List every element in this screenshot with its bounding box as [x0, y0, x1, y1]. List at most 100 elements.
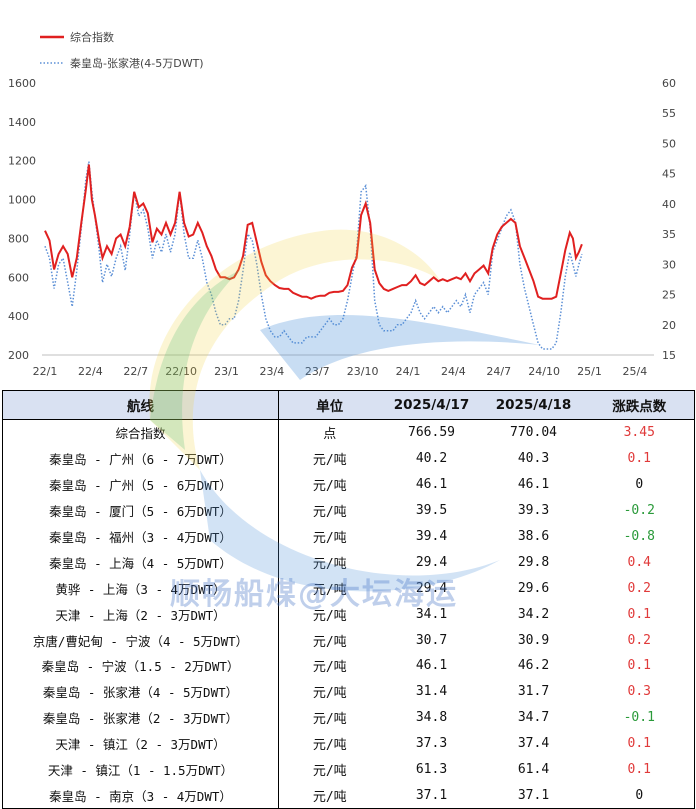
change-cell: 0.1 — [584, 756, 695, 783]
unit-cell: 点 — [323, 427, 337, 443]
x-tick-label: 25/1 — [577, 365, 602, 378]
value-date2-cell: 31.7 — [517, 684, 550, 700]
unit-cell: 元/吨 — [312, 608, 347, 624]
value-date2-cell: 770.04 — [510, 425, 557, 441]
series-line-route — [44, 161, 583, 350]
x-tick-label: 25/4 — [623, 365, 648, 378]
value-date2-cell: 37.1 — [482, 782, 585, 809]
route-cell: 黄骅 - 上海（3 - 4万DWT） — [2, 575, 279, 602]
value-date2-cell: 39.3 — [517, 503, 550, 519]
header-unit: 单位 — [278, 390, 381, 420]
y-tick-left: 600 — [8, 271, 29, 284]
y-tick-right: 55 — [662, 107, 676, 120]
freight-table: 航线 单位 2025/4/17 2025/4/18 涨跌点数 综合指数 点 766.… — [2, 390, 695, 809]
value-date2-cell: 46.2 — [517, 658, 550, 674]
x-tick-label: 24/7 — [486, 365, 511, 378]
x-tick-label: 22/4 — [78, 365, 103, 378]
table-header-row: 航线 单位 2025/4/17 2025/4/18 涨跌点数 — [2, 390, 695, 420]
value-date1-cell: 30.7 — [415, 632, 448, 648]
y-tick-right: 45 — [662, 168, 676, 181]
unit-cell: 元/吨 — [312, 556, 347, 572]
change-cell: 0 — [584, 782, 695, 809]
value-date1-cell: 46.1 — [415, 658, 448, 674]
change-cell: 0.2 — [584, 627, 695, 654]
value-date1-cell: 39.4 — [415, 529, 448, 544]
y-tick-right: 50 — [662, 137, 676, 150]
table-row: 秦皇岛 - 张家港（4 - 5万DWT） 元/吨 31.4 31.7 0.3 — [2, 678, 695, 705]
change-cell: -0.1 — [584, 704, 695, 731]
header-date-1: 2025/4/17 — [380, 390, 483, 420]
header-route: 航线 — [2, 390, 279, 420]
x-tick-label: 22/10 — [165, 365, 197, 378]
value-date1-cell: 766.59 — [408, 425, 455, 441]
route-cell: 天津 - 镇江（2 - 3万DWT） — [2, 730, 279, 757]
unit-cell: 元/吨 — [312, 531, 347, 546]
value-date2-cell: 40.3 — [517, 451, 550, 467]
unit-cell: 元/吨 — [312, 479, 347, 495]
value-date2-cell: 29.8 — [517, 554, 550, 570]
y-axis-left: 200 400 600 800 1000 1200 1400 1600 — [8, 77, 36, 362]
route-cell: 秦皇岛 - 上海（4 - 5万DWT） — [2, 549, 279, 576]
change-cell: 0.2 — [584, 575, 695, 602]
unit-cell: 元/吨 — [312, 582, 347, 598]
change-cell: 0 — [584, 471, 695, 498]
y-tick-right: 20 — [662, 319, 676, 332]
value-date1-cell: 31.4 — [415, 684, 448, 700]
series-group — [44, 161, 583, 350]
route-cell: 秦皇岛 - 广州（6 - 7万DWT） — [2, 445, 279, 472]
y-tick-left: 1400 — [8, 116, 36, 129]
value-date2-cell: 29.6 — [517, 580, 550, 596]
series-line-composite — [44, 164, 583, 300]
route-cell: 秦皇岛 - 宁波（1.5 - 2万DWT） — [2, 653, 279, 679]
value-date2-cell: 34.7 — [517, 710, 550, 726]
route-cell: 秦皇岛 - 厦门（5 - 6万DWT） — [2, 497, 279, 524]
unit-cell: 元/吨 — [312, 660, 347, 676]
change-cell: 0.1 — [584, 730, 695, 757]
y-tick-left: 1600 — [8, 77, 36, 90]
y-tick-left: 800 — [8, 232, 29, 245]
y-tick-right: 60 — [662, 77, 676, 90]
table-row: 天津 - 上海（2 - 3万DWT） 元/吨 34.1 34.2 0.1 — [2, 601, 695, 628]
change-cell: 0.1 — [584, 601, 695, 628]
table-row: 秦皇岛 - 厦门（5 - 6万DWT） 元/吨 39.5 39.3 -0.2 — [2, 497, 695, 524]
header-change: 涨跌点数 — [584, 390, 695, 420]
header-date-2: 2025/4/18 — [482, 390, 585, 420]
change-cell: -0.8 — [584, 523, 695, 550]
unit-cell: 元/吨 — [312, 453, 347, 469]
value-date1-cell: 37.3 — [415, 736, 448, 752]
route-cell: 秦皇岛 - 广州（5 - 6万DWT） — [2, 471, 279, 498]
table-row: 秦皇岛 - 宁波（1.5 - 2万DWT） 元/吨 46.1 46.2 0.1 — [2, 653, 695, 679]
route-cell: 秦皇岛 - 南京（3 - 4万DWT） — [2, 782, 279, 809]
unit-cell: 元/吨 — [312, 634, 347, 650]
table-row: 秦皇岛 - 张家港（2 - 3万DWT） 元/吨 34.8 34.7 -0.1 — [2, 704, 695, 731]
value-date1-cell: 61.3 — [415, 762, 448, 778]
unit-cell: 元/吨 — [312, 712, 347, 728]
x-axis: 22/1 22/4 22/7 22/10 23/1 23/4 23/7 23/10 24/1 24… — [33, 365, 648, 378]
x-tick-label: 22/1 — [33, 365, 58, 378]
table-row: 秦皇岛 - 福州（3 - 4万DWT） 元/吨 39.4 38.6 -0.8 — [2, 523, 695, 550]
route-cell: 天津 - 上海（2 - 3万DWT） — [2, 601, 279, 628]
y-tick-right: 25 — [662, 289, 676, 302]
unit-cell: 元/吨 — [312, 505, 347, 521]
y-tick-right: 30 — [662, 258, 676, 271]
y-tick-left: 1000 — [8, 194, 36, 207]
y-tick-left: 1200 — [8, 155, 36, 168]
table-row: 京唐/曹妃甸 - 宁波（4 - 5万DWT） 元/吨 30.7 30.9 0.2 — [2, 627, 695, 654]
x-tick-label: 23/4 — [260, 365, 285, 378]
change-cell: 0.3 — [584, 678, 695, 705]
table-row: 天津 - 镇江（2 - 3万DWT） 元/吨 37.3 37.4 0.1 — [2, 730, 695, 757]
value-date1-cell: 39.5 — [415, 503, 448, 519]
y-tick-right: 35 — [662, 228, 676, 241]
value-date1-cell: 46.1 — [415, 477, 448, 493]
x-tick-label: 24/10 — [528, 365, 560, 378]
change-cell: 0.4 — [584, 549, 695, 576]
table-row: 秦皇岛 - 上海（4 - 5万DWT） 元/吨 29.4 29.8 0.4 — [2, 549, 695, 576]
change-cell: 3.45 — [584, 419, 695, 446]
route-cell: 秦皇岛 - 福州（3 - 4万DWT） — [2, 523, 279, 550]
value-date2-cell: 30.9 — [517, 632, 550, 648]
value-date2-cell: 61.4 — [517, 762, 550, 778]
y-tick-right: 15 — [662, 349, 676, 362]
legend-label-composite: 综合指数 — [70, 30, 114, 44]
value-date2-cell: 38.6 — [517, 529, 550, 544]
value-date1-cell: 34.1 — [415, 606, 448, 622]
